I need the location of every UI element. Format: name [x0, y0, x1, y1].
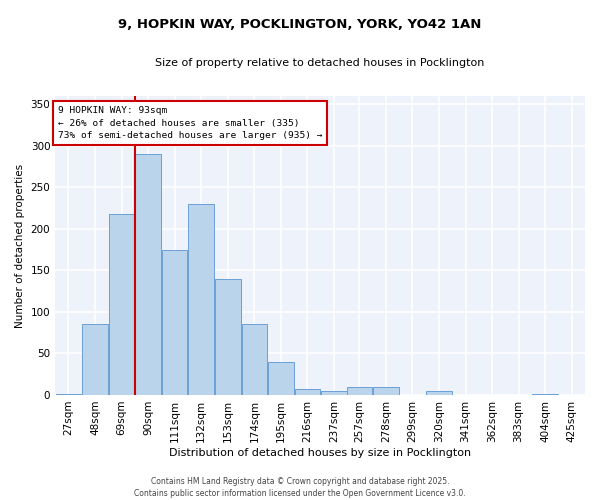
Bar — [295, 389, 320, 395]
Bar — [426, 391, 452, 395]
Y-axis label: Number of detached properties: Number of detached properties — [15, 164, 25, 328]
Bar — [373, 386, 398, 395]
Text: 9, HOPKIN WAY, POCKLINGTON, YORK, YO42 1AN: 9, HOPKIN WAY, POCKLINGTON, YORK, YO42 1… — [118, 18, 482, 30]
Bar — [347, 386, 372, 395]
Bar — [268, 362, 293, 395]
Bar — [215, 278, 241, 395]
Text: Contains HM Land Registry data © Crown copyright and database right 2025.
Contai: Contains HM Land Registry data © Crown c… — [134, 476, 466, 498]
Bar — [82, 324, 108, 395]
Bar — [136, 154, 161, 395]
Bar — [321, 391, 347, 395]
X-axis label: Distribution of detached houses by size in Pocklington: Distribution of detached houses by size … — [169, 448, 471, 458]
Text: 9 HOPKIN WAY: 93sqm
← 26% of detached houses are smaller (335)
73% of semi-detac: 9 HOPKIN WAY: 93sqm ← 26% of detached ho… — [58, 106, 322, 140]
Bar — [242, 324, 267, 395]
Bar — [188, 204, 214, 395]
Bar — [109, 214, 134, 395]
Title: Size of property relative to detached houses in Pocklington: Size of property relative to detached ho… — [155, 58, 485, 68]
Bar — [56, 394, 81, 395]
Bar — [532, 394, 558, 395]
Bar — [162, 250, 187, 395]
